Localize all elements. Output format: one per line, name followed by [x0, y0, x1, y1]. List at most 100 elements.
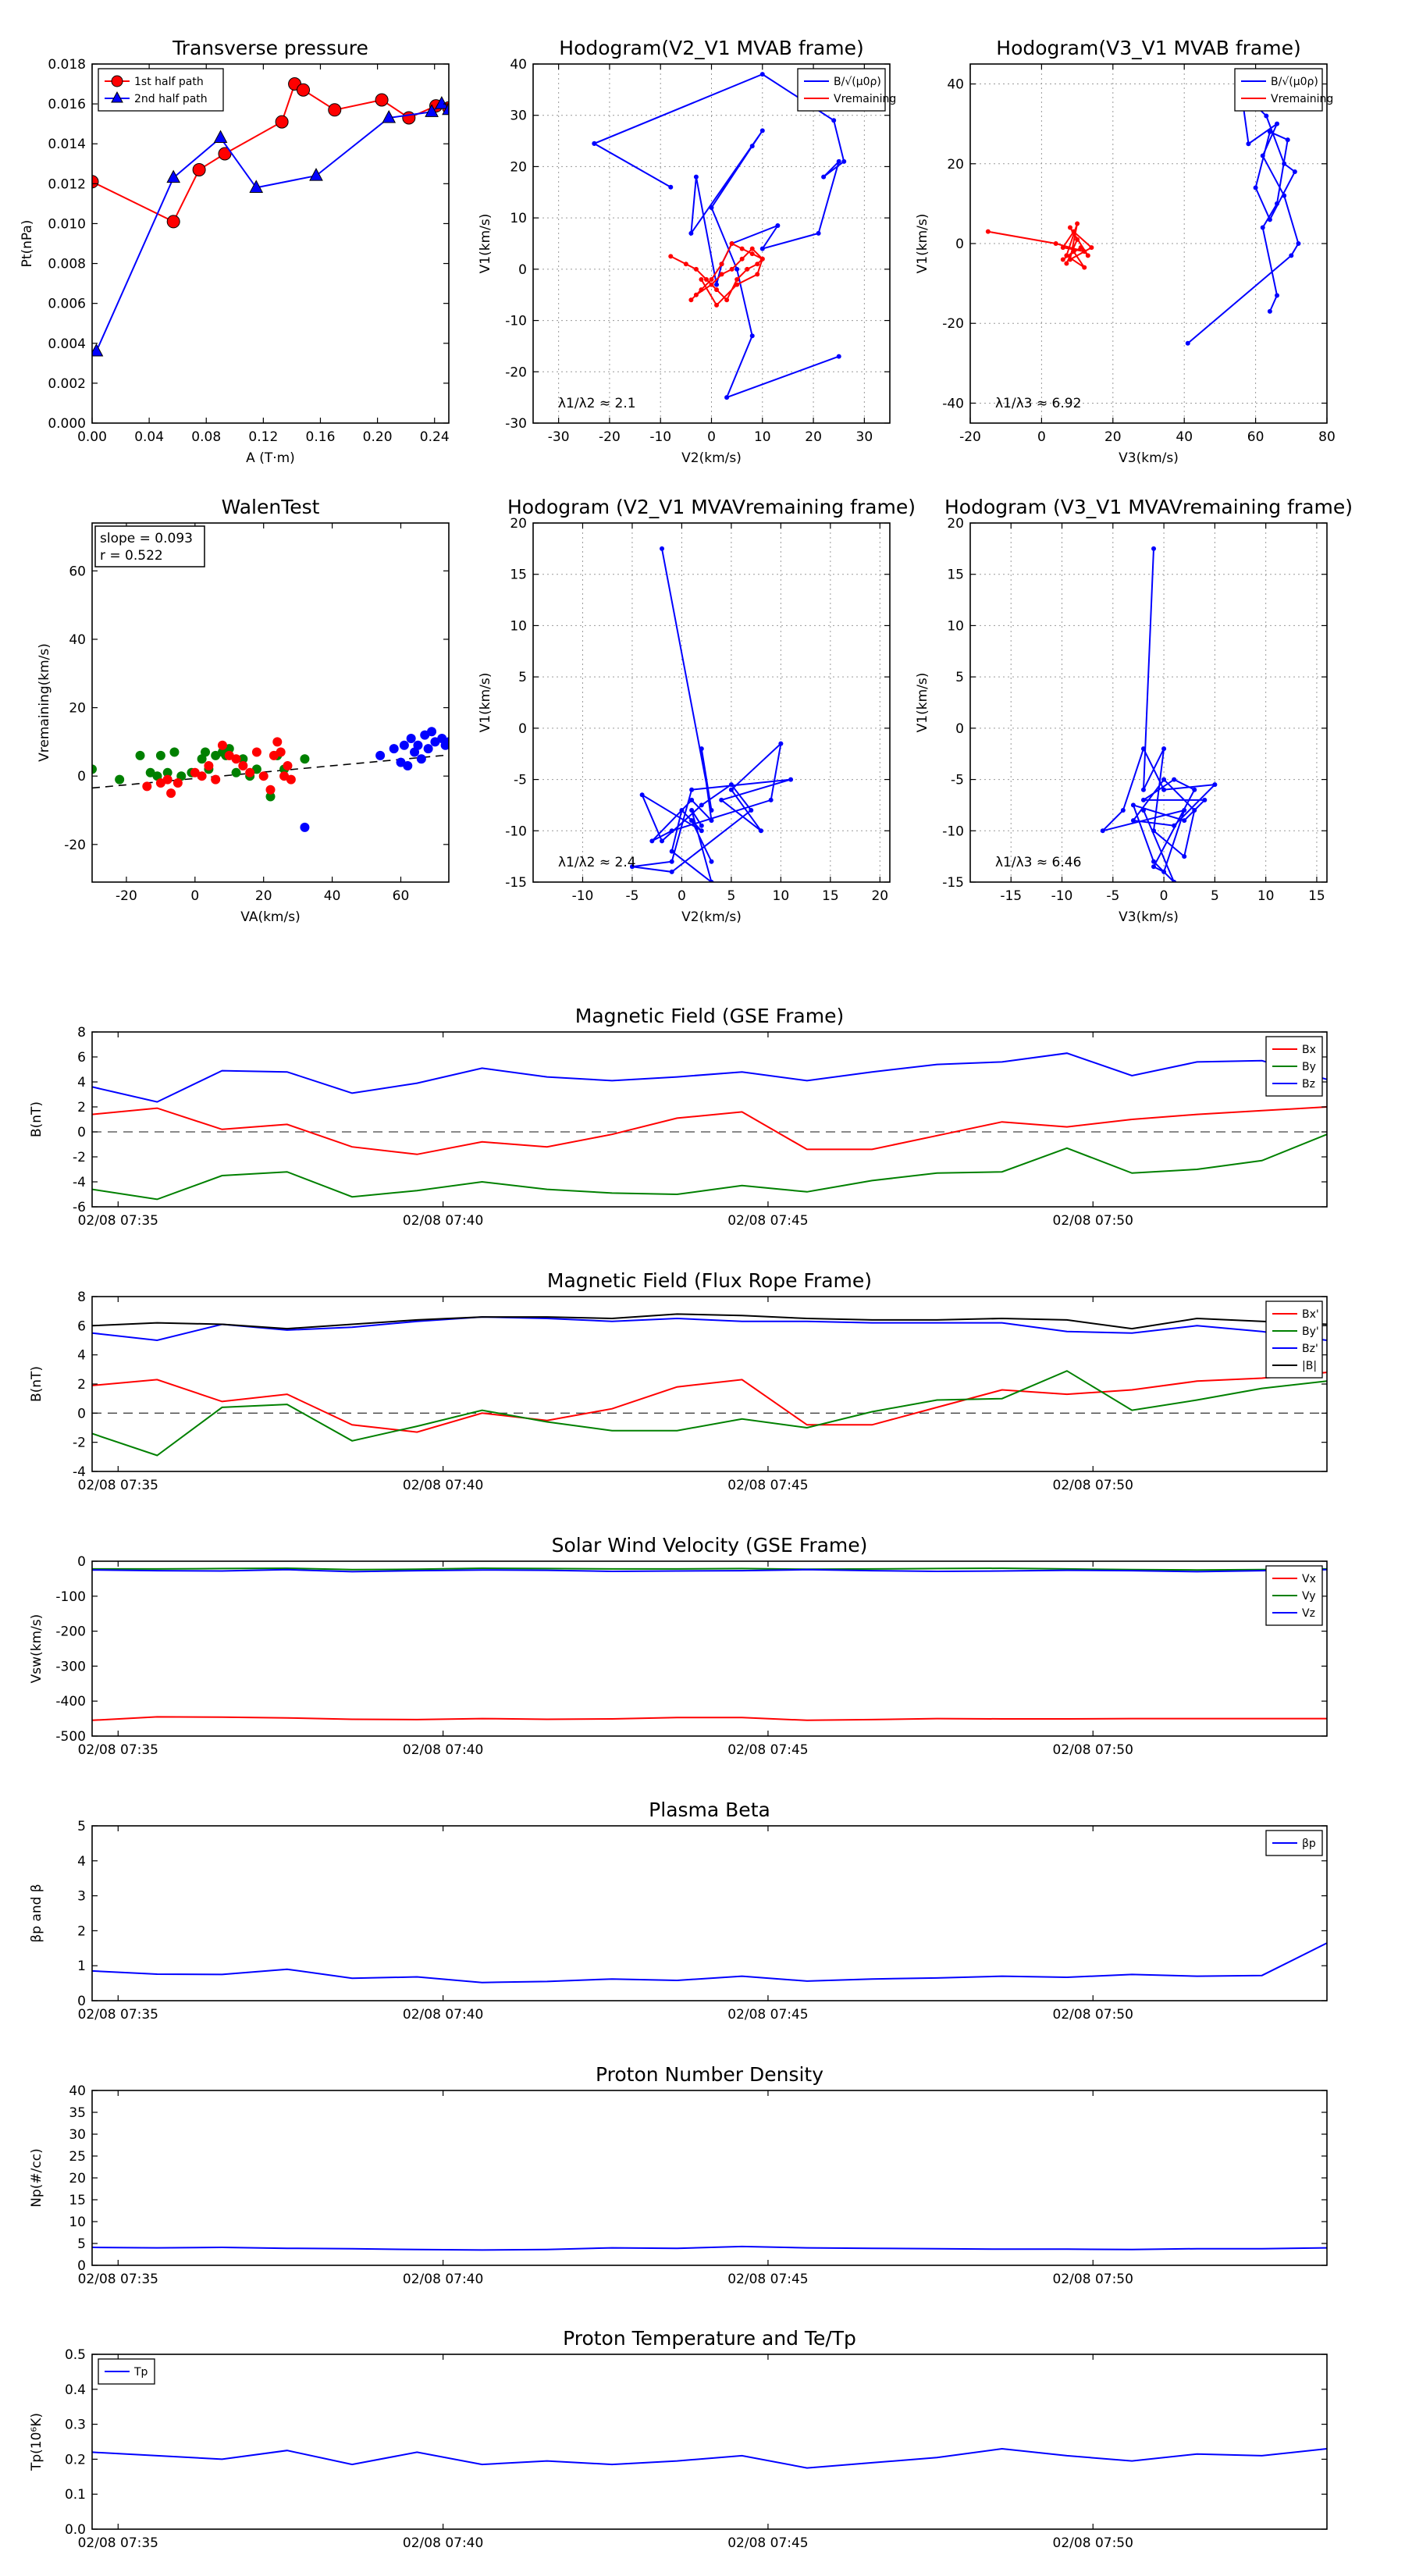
x-tick-label: 60: [393, 888, 410, 904]
data-point: [1078, 245, 1083, 251]
series-tp: [92, 2447, 1327, 2469]
legend-item: Vremaining: [1241, 93, 1333, 105]
series-line: [92, 1370, 1327, 1457]
x-tick-label: 0: [190, 888, 199, 904]
data-point: [1161, 787, 1167, 792]
legend-item: Vremaining: [804, 93, 896, 105]
y-tick-label: -30: [505, 416, 527, 432]
y-tick-label: 10: [510, 211, 527, 226]
data-point: [775, 223, 781, 228]
data-point: [192, 162, 206, 176]
axis-ticks: -20 0 20 40 60 80 -40 -20 0 20 40: [942, 64, 1336, 445]
data-point: [1075, 221, 1080, 226]
x-tick-label: -5: [1106, 888, 1119, 904]
series-line: [92, 1052, 1327, 1103]
data-point: [92, 764, 97, 774]
chart-bfr: Magnetic Field (Flux Rope Frame)02/08 07…: [29, 1269, 1328, 1493]
data-point: [719, 272, 724, 277]
x-tick-label: 15: [1308, 888, 1325, 904]
data-point: [413, 740, 423, 750]
y-tick-label: 2: [77, 1377, 86, 1393]
y-tick-label: 20: [510, 159, 527, 175]
data-point: [1100, 828, 1105, 834]
y-tick-label: 0: [518, 721, 527, 737]
data-point: [739, 256, 745, 262]
legend-label: B/√(μ0ρ): [834, 76, 881, 88]
data-point: [169, 747, 180, 757]
data-point: [1140, 746, 1146, 752]
data-point: [788, 777, 794, 782]
legend-label: Vz: [1302, 1607, 1315, 1620]
data-point: [173, 777, 183, 788]
data-point: [735, 282, 740, 287]
data-point: [759, 72, 765, 77]
data-point: [416, 754, 426, 764]
y-tick-label: 0: [77, 1406, 86, 1421]
y-tick-label: -4: [73, 1464, 86, 1480]
y-tick-label: -10: [942, 824, 964, 839]
data-point: [985, 229, 991, 234]
data-point: [1285, 137, 1290, 143]
legend-label: |B|: [1302, 1360, 1317, 1372]
data-point: [166, 215, 180, 229]
x-tick-label: 40: [324, 888, 341, 904]
data-point: [1292, 169, 1297, 174]
data-point: [142, 781, 152, 792]
y-tick-label: 30: [510, 109, 527, 124]
chart-title: Proton Number Density: [596, 2063, 823, 2086]
x-axis-label: VA(km/s): [240, 909, 300, 925]
x-axis-label: V2(km/s): [681, 909, 742, 925]
chart-title: Plasma Beta: [649, 1799, 770, 1821]
y-tick-label: 0.010: [48, 216, 86, 232]
data-point: [709, 808, 714, 813]
data-point: [714, 287, 720, 293]
series-0: [629, 546, 794, 882]
series-line: [987, 223, 1094, 269]
y-tick-label: -500: [55, 1729, 86, 1745]
x-tick-label: 5: [727, 888, 735, 904]
data-point: [1202, 797, 1208, 802]
data-point: [1182, 808, 1187, 813]
data-point: [709, 282, 714, 287]
data-point: [724, 395, 730, 400]
y-tick-label: 10: [69, 2215, 86, 2230]
legend-item: Bx: [1272, 1044, 1316, 1056]
y-tick-label: 0.004: [48, 336, 86, 352]
legend-item: 1st half path: [105, 75, 204, 88]
data-point: [375, 750, 386, 760]
series-line: [92, 1567, 1327, 1571]
y-tick-label: 10: [510, 618, 527, 634]
data-point: [251, 747, 261, 757]
data-point: [689, 797, 695, 802]
y-axis-label: V1(km/s): [478, 214, 493, 274]
data-point: [155, 750, 165, 760]
series-line: [92, 1568, 1327, 1573]
data-point: [217, 740, 227, 750]
data-point: [649, 838, 655, 844]
data-point: [693, 292, 699, 297]
x-axis-label: V3(km/s): [1119, 450, 1179, 466]
series-line: [92, 2245, 1327, 2251]
series-line: [592, 73, 845, 399]
data-point: [768, 797, 774, 802]
y-tick-label: -100: [55, 1589, 86, 1605]
annotation-box: [94, 525, 205, 568]
y-tick-label: -15: [505, 875, 527, 891]
y-tick-label: 25: [69, 2149, 86, 2165]
data-point: [1275, 121, 1280, 126]
data-point: [1275, 293, 1280, 298]
data-point: [135, 750, 145, 760]
data-point: [238, 754, 248, 764]
chart-title: Magnetic Field (Flux Rope Frame): [547, 1269, 872, 1292]
data-point: [660, 546, 665, 551]
x-tick-label: -10: [572, 888, 594, 904]
data-point: [1130, 802, 1136, 808]
axis-ticks: 02/08 07:35 02/08 07:40 02/08 07:45 02/08 0…: [55, 1554, 1327, 1758]
y-tick-label: 0.008: [48, 257, 86, 272]
x-tick-label: 40: [1176, 429, 1193, 445]
gridlines: [533, 522, 890, 883]
data-point: [714, 282, 720, 287]
x-tick-label: 0.20: [363, 429, 393, 445]
plot-frame: [532, 522, 891, 883]
